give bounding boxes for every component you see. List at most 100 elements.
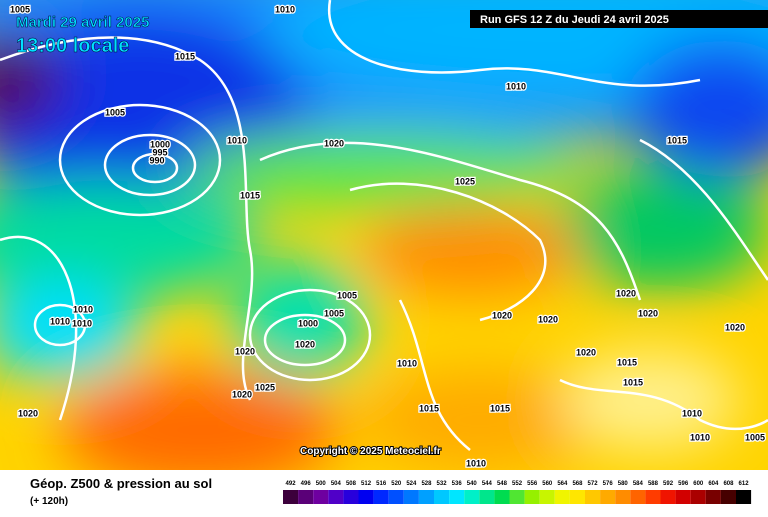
scale-swatch bbox=[705, 490, 721, 504]
isobar-label: 1010 bbox=[72, 318, 92, 328]
scale-label: 552 bbox=[512, 481, 523, 487]
scale-swatch bbox=[313, 490, 329, 504]
scale-swatch bbox=[539, 490, 555, 504]
scale-swatch bbox=[690, 490, 706, 504]
scale-label: 556 bbox=[527, 481, 538, 487]
scale-label: 560 bbox=[542, 481, 553, 487]
scale-swatch bbox=[494, 490, 510, 504]
isobar-label: 1010 bbox=[682, 408, 702, 418]
scale-swatch bbox=[449, 490, 465, 504]
scale-label: 548 bbox=[497, 481, 508, 487]
scale-swatch bbox=[645, 490, 661, 504]
scale-swatch bbox=[585, 490, 601, 504]
isobar-label: 1005 bbox=[745, 432, 765, 442]
scale-label: 524 bbox=[406, 481, 417, 487]
run-banner bbox=[470, 10, 768, 28]
isobar-label: 1010 bbox=[506, 81, 526, 91]
scale-swatch bbox=[600, 490, 616, 504]
scale-label: 520 bbox=[391, 481, 402, 487]
scale-label: 584 bbox=[633, 481, 644, 487]
scale-swatch bbox=[434, 490, 450, 504]
scale-swatch bbox=[569, 490, 585, 504]
isobar-label: 1020 bbox=[492, 310, 512, 320]
scale-swatch bbox=[554, 490, 570, 504]
scale-label: 576 bbox=[603, 481, 614, 487]
isobar-label: 1020 bbox=[18, 408, 38, 418]
isobar-label: 1010 bbox=[466, 458, 486, 468]
isobar-label: 1020 bbox=[616, 288, 636, 298]
isobar-label: 1025 bbox=[455, 176, 475, 186]
scale-swatch bbox=[298, 490, 314, 504]
isobar-label: 1000 bbox=[150, 139, 170, 149]
isobar-label: 1010 bbox=[50, 316, 70, 326]
scale-label: 536 bbox=[452, 481, 463, 487]
scale-swatch bbox=[720, 490, 736, 504]
scale-swatch bbox=[509, 490, 525, 504]
isobar-label: 1010 bbox=[227, 135, 247, 145]
scale-label: 612 bbox=[739, 481, 750, 487]
isobar-label: 1020 bbox=[235, 346, 255, 356]
isobar-label: 1005 bbox=[105, 107, 125, 117]
forecast-time: 13:00 locale bbox=[16, 35, 129, 57]
isobar-label: 1015 bbox=[623, 377, 643, 387]
isobar-label: 1010 bbox=[397, 358, 417, 368]
isobar-label: 990 bbox=[149, 155, 164, 165]
scale-label: 592 bbox=[663, 481, 674, 487]
scale-label: 516 bbox=[376, 481, 387, 487]
scale-label: 500 bbox=[316, 481, 327, 487]
scale-label: 588 bbox=[648, 481, 659, 487]
scale-swatch bbox=[479, 490, 495, 504]
isobar-label: 1005 bbox=[10, 4, 30, 14]
isobar-label: 1020 bbox=[538, 314, 558, 324]
scale-label: 512 bbox=[361, 481, 372, 487]
isobar-label: 1015 bbox=[667, 135, 687, 145]
scale-label: 532 bbox=[437, 481, 448, 487]
scale-label: 580 bbox=[618, 481, 629, 487]
scale-swatch bbox=[675, 490, 691, 504]
isobar-label: 1015 bbox=[240, 190, 260, 200]
scale-swatch bbox=[343, 490, 359, 504]
scale-swatch bbox=[630, 490, 646, 504]
scale-label: 564 bbox=[557, 481, 568, 487]
isobar-label: 1020 bbox=[638, 308, 658, 318]
isobar-label: 1010 bbox=[73, 304, 93, 314]
isobar-label: 1010 bbox=[275, 4, 295, 14]
scale-swatch bbox=[373, 490, 389, 504]
scale-label: 596 bbox=[678, 481, 689, 487]
scale-label: 572 bbox=[588, 481, 599, 487]
isobar-label: 1005 bbox=[324, 308, 344, 318]
isobar-lines bbox=[0, 0, 768, 451]
scale-swatch bbox=[660, 490, 676, 504]
scale-label: 600 bbox=[693, 481, 704, 487]
forecast-date: Mardi 29 avril 2025 bbox=[16, 14, 149, 31]
legend-subtitle: (+ 120h) bbox=[30, 496, 68, 507]
scale-label: 528 bbox=[421, 481, 432, 487]
scale-label: 568 bbox=[572, 481, 583, 487]
scale-swatch bbox=[464, 490, 480, 504]
scale-swatch bbox=[358, 490, 374, 504]
scale-label: 604 bbox=[708, 481, 719, 487]
isobar-label: 1000 bbox=[298, 318, 318, 328]
copyright: Copyright © 2025 Meteociel.fr bbox=[300, 446, 441, 457]
isobar-label: 1020 bbox=[576, 347, 596, 357]
scale-swatch bbox=[418, 490, 434, 504]
isobar-label: 1005 bbox=[337, 290, 357, 300]
scale-swatch bbox=[328, 490, 344, 504]
isobar-label: 1020 bbox=[725, 322, 745, 332]
scale-swatch bbox=[736, 490, 752, 504]
scale-swatch bbox=[388, 490, 404, 504]
isobar-label: 1020 bbox=[232, 389, 252, 399]
scale-label: 540 bbox=[467, 481, 478, 487]
scale-label: 608 bbox=[723, 481, 734, 487]
scale-label: 504 bbox=[331, 481, 342, 487]
scale-swatch bbox=[615, 490, 631, 504]
isobar-label: 1010 bbox=[690, 432, 710, 442]
scale-label: 544 bbox=[482, 481, 493, 487]
isobar-label: 1015 bbox=[175, 51, 195, 61]
scale-label: 508 bbox=[346, 481, 357, 487]
isobar-label: 1025 bbox=[255, 382, 275, 392]
legend-title: Géop. Z500 & pression au sol bbox=[30, 476, 212, 491]
isobar-label: 1020 bbox=[324, 138, 344, 148]
